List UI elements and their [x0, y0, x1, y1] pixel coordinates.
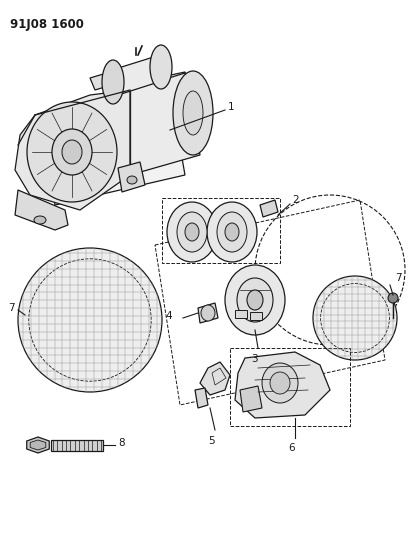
Text: 91J08 1600: 91J08 1600	[10, 18, 84, 31]
Polygon shape	[200, 362, 230, 395]
Polygon shape	[195, 388, 208, 408]
Polygon shape	[110, 72, 200, 175]
Ellipse shape	[225, 223, 239, 241]
Polygon shape	[38, 90, 185, 205]
Ellipse shape	[183, 91, 203, 135]
Bar	[230, 348, 350, 426]
Ellipse shape	[237, 278, 273, 322]
Ellipse shape	[262, 363, 298, 403]
Ellipse shape	[217, 212, 247, 252]
Polygon shape	[15, 190, 68, 230]
Ellipse shape	[388, 293, 398, 303]
Polygon shape	[15, 90, 130, 210]
Ellipse shape	[201, 305, 215, 321]
Text: 5: 5	[209, 436, 215, 446]
Ellipse shape	[27, 102, 117, 202]
Text: 1: 1	[228, 102, 234, 112]
Ellipse shape	[173, 71, 213, 155]
Ellipse shape	[34, 216, 46, 224]
Bar	[235, 310, 247, 318]
Ellipse shape	[127, 176, 137, 184]
Text: 6: 6	[289, 443, 295, 453]
Text: 3: 3	[250, 354, 258, 364]
Text: 2: 2	[292, 195, 299, 205]
Polygon shape	[112, 55, 165, 95]
Bar	[51, 440, 103, 451]
Ellipse shape	[167, 202, 217, 262]
Ellipse shape	[18, 248, 162, 392]
Ellipse shape	[62, 140, 82, 164]
Bar	[250, 312, 262, 320]
Text: 7: 7	[395, 273, 402, 283]
Ellipse shape	[247, 290, 263, 310]
Text: 8: 8	[118, 438, 124, 448]
Text: 7: 7	[8, 303, 14, 313]
Polygon shape	[90, 72, 118, 90]
Ellipse shape	[102, 60, 124, 104]
Polygon shape	[260, 200, 278, 217]
Polygon shape	[30, 440, 46, 450]
Ellipse shape	[52, 129, 92, 175]
Polygon shape	[198, 303, 218, 323]
Ellipse shape	[313, 276, 397, 360]
Polygon shape	[118, 162, 145, 192]
Bar	[162, 198, 280, 263]
Polygon shape	[240, 386, 262, 412]
Ellipse shape	[177, 212, 207, 252]
Polygon shape	[27, 437, 49, 453]
Ellipse shape	[270, 372, 290, 394]
Polygon shape	[235, 352, 330, 418]
Ellipse shape	[150, 45, 172, 89]
Text: 4: 4	[165, 311, 172, 321]
Ellipse shape	[207, 202, 257, 262]
Ellipse shape	[225, 265, 285, 335]
Ellipse shape	[185, 223, 199, 241]
